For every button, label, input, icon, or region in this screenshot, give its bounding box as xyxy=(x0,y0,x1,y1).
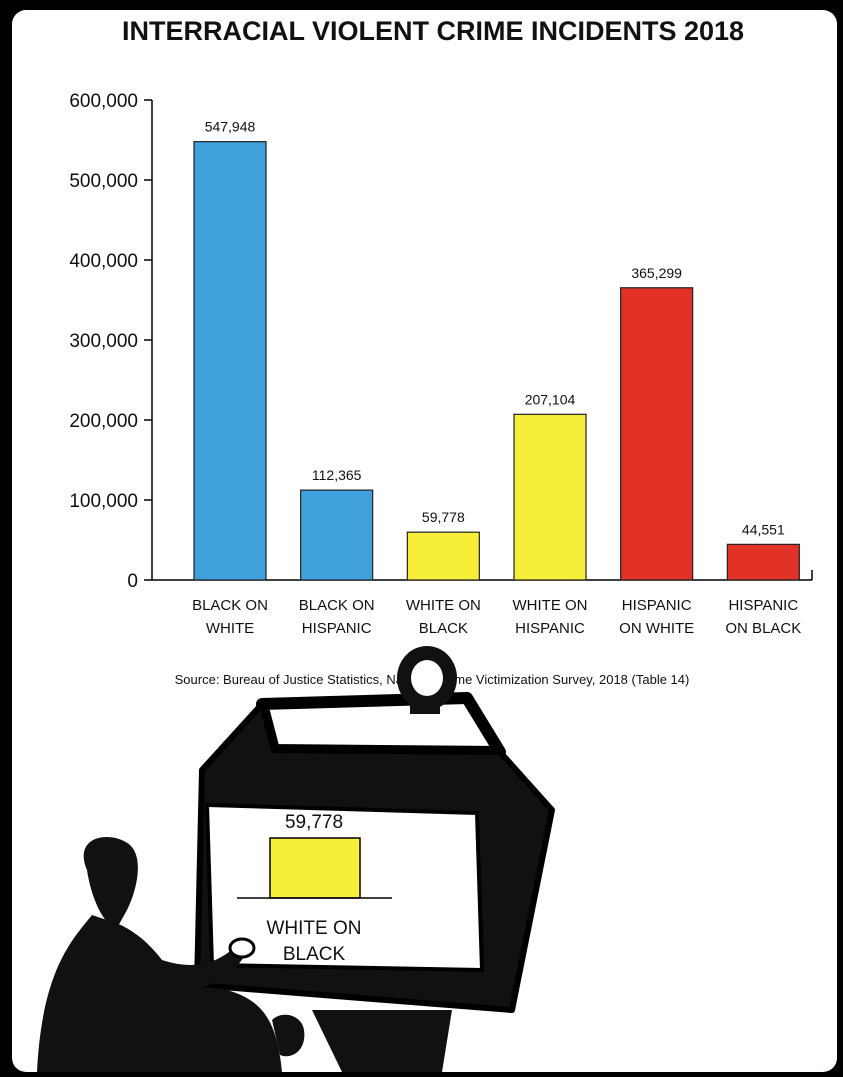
category-label: ON BLACK xyxy=(725,620,801,637)
category-label: BLACK ON xyxy=(299,597,375,614)
meme-card: INTERRACIAL VIOLENT CRIME INCIDENTS 2018… xyxy=(12,10,837,1072)
y-tick-label: 100,000 xyxy=(69,491,138,512)
category-label: HISPANIC xyxy=(728,597,798,614)
category-labels: BLACK ON WHITE BLACK ON HISPANIC WHITE ON BLA… xyxy=(192,597,801,637)
y-tick-label: 600,000 xyxy=(69,91,138,112)
tv-top xyxy=(256,692,506,758)
tv-category-line1: WHITE ON xyxy=(267,918,362,939)
bar xyxy=(726,543,800,581)
category-label: BLACK ON xyxy=(192,597,268,614)
category-label: WHITE ON xyxy=(513,597,588,614)
bar xyxy=(300,489,374,581)
tv-knob-highlight xyxy=(411,660,443,696)
bar xyxy=(620,287,694,581)
category-label: ON WHITE xyxy=(619,620,694,637)
bar-value-label: 112,365 xyxy=(312,467,362,483)
man-figure xyxy=(37,837,305,1072)
tv-stand xyxy=(312,1010,452,1072)
tv-knob-base xyxy=(410,700,440,714)
bar-value-label: 44,551 xyxy=(742,521,785,537)
bar-value-label: 207,104 xyxy=(525,391,576,407)
category-label: HISPANIC xyxy=(515,620,585,637)
bar-value-labels: 547,948 112,365 59,778 207,104 365,299 44,551 xyxy=(205,119,785,538)
category-label: WHITE xyxy=(206,620,254,637)
bar-chart: INTERRACIAL VIOLENT CRIME INCIDENTS 2018… xyxy=(37,16,813,1072)
tv-category-line2: BLACK xyxy=(283,944,346,965)
y-tick-label: 300,000 xyxy=(69,331,138,352)
bar xyxy=(513,413,587,581)
bar xyxy=(406,531,480,581)
category-label: HISPANIC xyxy=(302,620,372,637)
category-label: WHITE ON xyxy=(406,597,481,614)
tv-value-label: 59,778 xyxy=(285,812,343,833)
category-label: HISPANIC xyxy=(622,597,692,614)
category-label: BLACK xyxy=(419,620,468,637)
y-tick-label: 500,000 xyxy=(69,171,138,192)
cartoon-illustration: 59,778 WHITE ON BLACK xyxy=(37,646,555,1072)
chart-title: INTERRACIAL VIOLENT CRIME INCIDENTS 2018 xyxy=(122,16,744,46)
y-tick-label: 0 xyxy=(127,571,138,592)
bar-value-label: 365,299 xyxy=(631,265,682,281)
tv-bar xyxy=(269,837,361,899)
bar xyxy=(193,141,267,581)
bars xyxy=(193,141,800,581)
y-tick-label: 400,000 xyxy=(69,251,138,272)
bar-value-label: 547,948 xyxy=(205,119,256,135)
bar-value-label: 59,778 xyxy=(422,509,465,525)
y-tick-label: 200,000 xyxy=(69,411,138,432)
